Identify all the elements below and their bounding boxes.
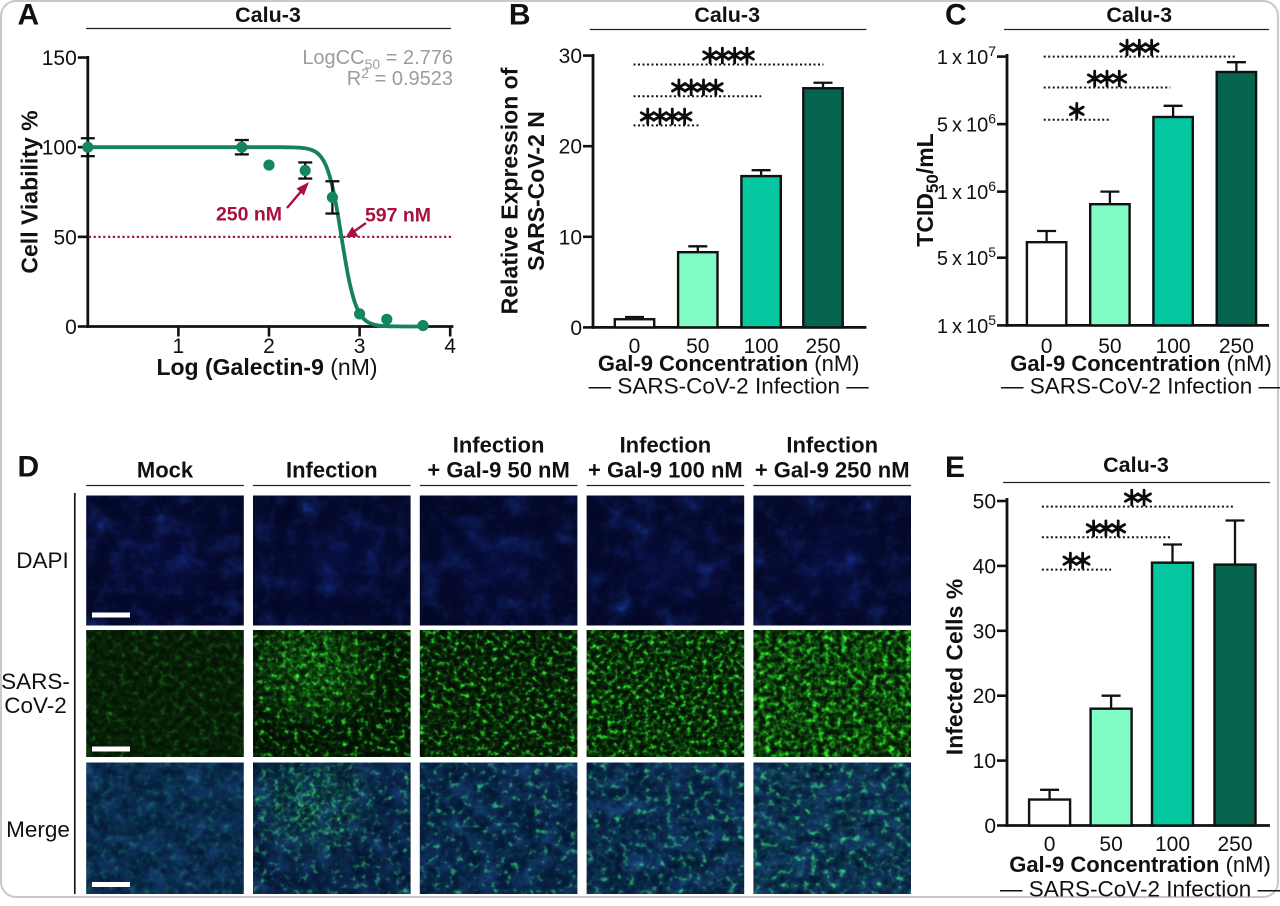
svg-text:100: 100 bbox=[1155, 833, 1190, 856]
svg-text:D: D bbox=[18, 451, 40, 484]
svg-text:150: 150 bbox=[42, 47, 77, 70]
svg-text:0: 0 bbox=[570, 317, 582, 340]
svg-text:Cell Viability %: Cell Viability % bbox=[17, 110, 43, 273]
svg-text:1 x 105: 1 x 105 bbox=[937, 312, 996, 338]
svg-text:CoV-2: CoV-2 bbox=[4, 693, 67, 718]
svg-text:250: 250 bbox=[805, 335, 840, 358]
svg-text:— SARS-CoV-2 Infection —: — SARS-CoV-2 Infection — bbox=[1001, 374, 1280, 399]
svg-text:Gal-9 Concentration (nM): Gal-9 Concentration (nM) bbox=[1010, 351, 1272, 376]
svg-text:50: 50 bbox=[1099, 833, 1122, 856]
svg-text:20: 20 bbox=[973, 685, 996, 708]
svg-text:Calu-3: Calu-3 bbox=[235, 3, 301, 27]
svg-text:Gal-9 Concentration (nM): Gal-9 Concentration (nM) bbox=[1009, 852, 1271, 877]
svg-text:10: 10 bbox=[973, 750, 996, 773]
svg-text:Gal-9 Concentration (nM): Gal-9 Concentration (nM) bbox=[598, 351, 860, 376]
svg-text:Infection: Infection bbox=[286, 458, 378, 483]
svg-text:10: 10 bbox=[559, 226, 582, 249]
svg-text:100: 100 bbox=[42, 137, 77, 160]
svg-text:E: E bbox=[945, 451, 965, 484]
svg-text:0: 0 bbox=[1041, 335, 1053, 358]
svg-text:250: 250 bbox=[1219, 335, 1254, 358]
svg-text:— SARS-CoV-2 Infection —: — SARS-CoV-2 Infection — bbox=[1000, 877, 1280, 902]
svg-text:4: 4 bbox=[444, 335, 456, 358]
svg-text:30: 30 bbox=[559, 45, 582, 68]
svg-text:20: 20 bbox=[559, 136, 582, 159]
svg-text:100: 100 bbox=[744, 335, 779, 358]
svg-text:Infection: Infection bbox=[620, 433, 712, 458]
svg-text:A: A bbox=[18, 0, 40, 32]
svg-text:50: 50 bbox=[53, 226, 76, 249]
svg-text:30: 30 bbox=[973, 620, 996, 643]
svg-text:3: 3 bbox=[354, 335, 366, 358]
svg-text:100: 100 bbox=[1156, 335, 1191, 358]
svg-text:C: C bbox=[945, 0, 967, 32]
svg-text:+ Gal-9 50 nM: + Gal-9 50 nM bbox=[427, 458, 569, 483]
svg-text:597 nM: 597 nM bbox=[365, 205, 431, 227]
svg-text:— SARS-CoV-2 Infection —: — SARS-CoV-2 Infection — bbox=[589, 374, 870, 399]
svg-text:50: 50 bbox=[686, 335, 709, 358]
svg-text:0: 0 bbox=[65, 316, 77, 339]
svg-text:Calu-3: Calu-3 bbox=[694, 3, 760, 27]
svg-text:5 x 105: 5 x 105 bbox=[937, 244, 996, 270]
svg-text:Merge: Merge bbox=[6, 817, 70, 842]
svg-text:1: 1 bbox=[173, 335, 185, 358]
svg-text:Relative Expression of: Relative Expression of bbox=[497, 67, 523, 314]
svg-text:0: 0 bbox=[629, 335, 641, 358]
svg-text:SARS-CoV-2 N: SARS-CoV-2 N bbox=[523, 111, 549, 271]
svg-text:40: 40 bbox=[973, 555, 996, 578]
svg-text:250: 250 bbox=[1217, 833, 1252, 856]
svg-text:Calu-3: Calu-3 bbox=[1106, 3, 1172, 27]
svg-text:Log (Galectin-9 (nM): Log (Galectin-9 (nM) bbox=[156, 354, 377, 380]
svg-text:+ Gal-9 250 nM: + Gal-9 250 nM bbox=[755, 458, 910, 483]
svg-text:SARS-: SARS- bbox=[1, 669, 70, 694]
svg-text:5 x 106: 5 x 106 bbox=[937, 111, 996, 137]
svg-text:Infection: Infection bbox=[453, 433, 545, 458]
svg-text:0: 0 bbox=[1044, 833, 1056, 856]
svg-text:1 x 106: 1 x 106 bbox=[937, 178, 996, 204]
svg-text:2: 2 bbox=[263, 335, 275, 358]
svg-text:Infection: Infection bbox=[786, 433, 878, 458]
svg-text:Calu-3: Calu-3 bbox=[1103, 453, 1169, 477]
svg-text:1 x 107: 1 x 107 bbox=[937, 43, 996, 69]
svg-text:DAPI: DAPI bbox=[16, 548, 69, 573]
svg-text:Mock: Mock bbox=[137, 458, 194, 483]
svg-text:0: 0 bbox=[984, 815, 996, 838]
svg-text:B: B bbox=[509, 0, 531, 32]
svg-text:50: 50 bbox=[1098, 335, 1121, 358]
svg-text:+ Gal-9 100 nM: + Gal-9 100 nM bbox=[588, 458, 743, 483]
svg-text:50: 50 bbox=[973, 491, 996, 514]
svg-text:250 nM: 250 nM bbox=[216, 204, 282, 226]
svg-text:Infected Cells %: Infected Cells % bbox=[942, 579, 968, 755]
